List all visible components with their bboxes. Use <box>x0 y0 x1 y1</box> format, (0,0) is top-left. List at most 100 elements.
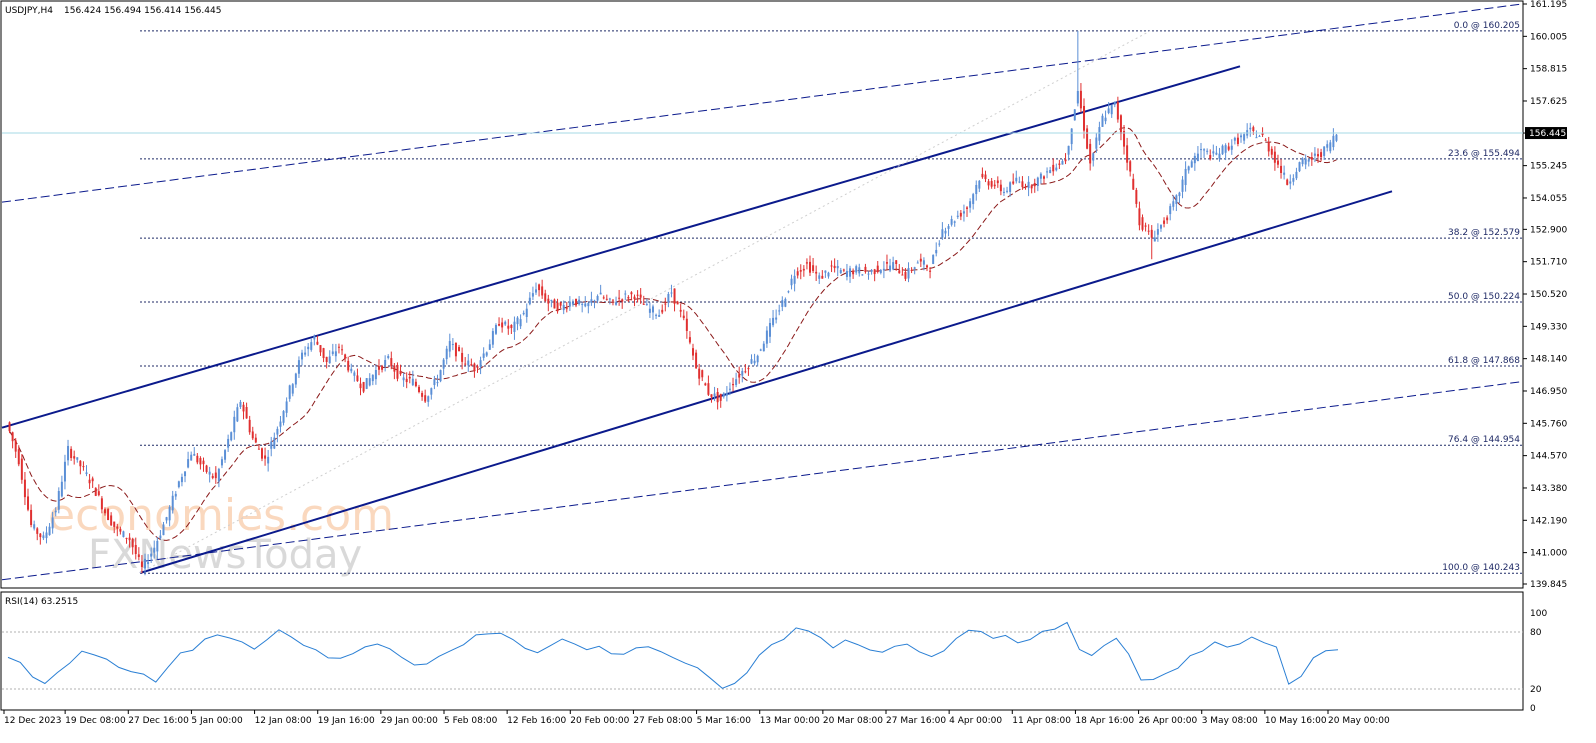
candle-body <box>162 524 165 536</box>
candle-body <box>165 517 168 521</box>
candle-body <box>1107 108 1110 114</box>
candle-body <box>122 531 125 537</box>
candle-body <box>531 293 534 297</box>
candle-body <box>1193 155 1196 164</box>
candle-body <box>405 378 408 383</box>
candle-body <box>716 392 719 403</box>
candle-body <box>458 347 461 352</box>
rsi-indicator: 100 80 20 0 <box>2 609 1547 714</box>
candle-body <box>1036 177 1039 187</box>
candle-body <box>100 498 103 510</box>
candle-body <box>525 308 528 317</box>
candle-body <box>916 262 919 264</box>
price-tick-label: 151.710 <box>1530 258 1567 268</box>
candle-body <box>23 479 26 498</box>
candle-body <box>608 298 611 300</box>
candle-body <box>685 318 688 331</box>
candle-body <box>1119 115 1122 134</box>
candle-body <box>919 258 922 262</box>
candle-body <box>544 293 547 301</box>
candle-body <box>94 487 97 496</box>
candle-body <box>33 524 36 529</box>
time-tick-label: 3 May 08:00 <box>1202 716 1258 726</box>
candle-body <box>781 300 784 307</box>
candle-body <box>76 457 79 460</box>
rsi-label: RSI(14) 63.2515 <box>5 597 78 607</box>
price-axis: 161.195 160.005 158.815 157.625 156.445 155.2… <box>1523 0 1567 590</box>
candle-body <box>30 509 33 525</box>
candle-body <box>217 468 220 482</box>
candle-body <box>713 393 716 397</box>
watermark-economies: economies.com <box>48 490 394 541</box>
candle-body <box>1304 158 1307 165</box>
time-tick-label: 27 Feb 08:00 <box>633 716 692 726</box>
rsi-tick-label: 0 <box>1530 704 1536 714</box>
price-tick-label: 142.190 <box>1530 516 1567 526</box>
time-tick-label: 11 Apr 08:00 <box>1012 716 1071 726</box>
candle-body <box>1230 145 1233 150</box>
candle-body <box>85 472 88 475</box>
channel-upper-line <box>1 65 1241 429</box>
candle-body <box>257 448 260 450</box>
candle-body <box>513 321 516 332</box>
price-tick-label: 143.380 <box>1530 484 1567 494</box>
candle-body <box>1070 128 1073 145</box>
candle-body <box>353 372 356 376</box>
candle-body <box>134 544 137 554</box>
candle-body <box>285 401 288 413</box>
candle-body <box>260 448 263 459</box>
candle-body <box>233 416 236 433</box>
candle-body <box>230 432 233 441</box>
candle-body <box>655 314 658 316</box>
candle-body <box>935 249 938 254</box>
candle-body <box>830 265 833 267</box>
candle-body <box>1199 149 1202 151</box>
candle-body <box>430 388 433 395</box>
candle-body <box>1141 217 1144 230</box>
candle-body <box>128 537 131 541</box>
candle-body <box>679 309 682 312</box>
candle-body <box>316 341 319 345</box>
candle-body <box>1227 146 1230 150</box>
time-tick-label: 27 Dec 16:00 <box>128 716 189 726</box>
candle-body <box>473 363 476 372</box>
candle-body <box>1039 173 1042 179</box>
candle-body <box>1135 189 1138 204</box>
candle-body <box>384 360 387 366</box>
candle-body <box>642 303 645 305</box>
candle-body <box>27 496 30 510</box>
candle-body <box>1209 155 1212 159</box>
candle-body <box>922 260 925 265</box>
candle-body <box>1298 162 1301 172</box>
price-tick-label: 139.845 <box>1530 580 1567 590</box>
candle-body <box>562 304 565 311</box>
candle-body <box>97 491 100 496</box>
candle-body <box>1175 195 1178 204</box>
candle-body <box>393 365 396 372</box>
candle-body <box>738 374 741 378</box>
candle-body <box>411 378 414 386</box>
candle-body <box>522 312 525 315</box>
price-tick-label: 144.570 <box>1530 452 1567 462</box>
candle-body <box>882 268 885 271</box>
candle-body <box>728 388 731 390</box>
candle-body <box>1055 167 1058 171</box>
candle-body <box>1326 144 1329 148</box>
fib-label: 38.2 @ 152.579 <box>1448 228 1520 238</box>
candle-body <box>516 317 519 325</box>
candle-body <box>1181 179 1184 192</box>
rsi-tick-label: 100 <box>1530 609 1547 619</box>
candle-body <box>390 358 393 367</box>
candle-body <box>288 385 291 399</box>
time-tick-label: 13 Mar 00:00 <box>760 716 820 726</box>
candle-body <box>1027 181 1030 189</box>
candle-body <box>448 341 451 352</box>
candle-body <box>270 441 273 449</box>
outer-upper-line <box>1 3 1524 203</box>
candle-body <box>519 319 522 327</box>
candle-body <box>645 304 648 306</box>
candle-body <box>1280 165 1283 173</box>
candle-body <box>504 321 507 325</box>
candle-body <box>180 476 183 483</box>
candle-body <box>1218 153 1221 159</box>
